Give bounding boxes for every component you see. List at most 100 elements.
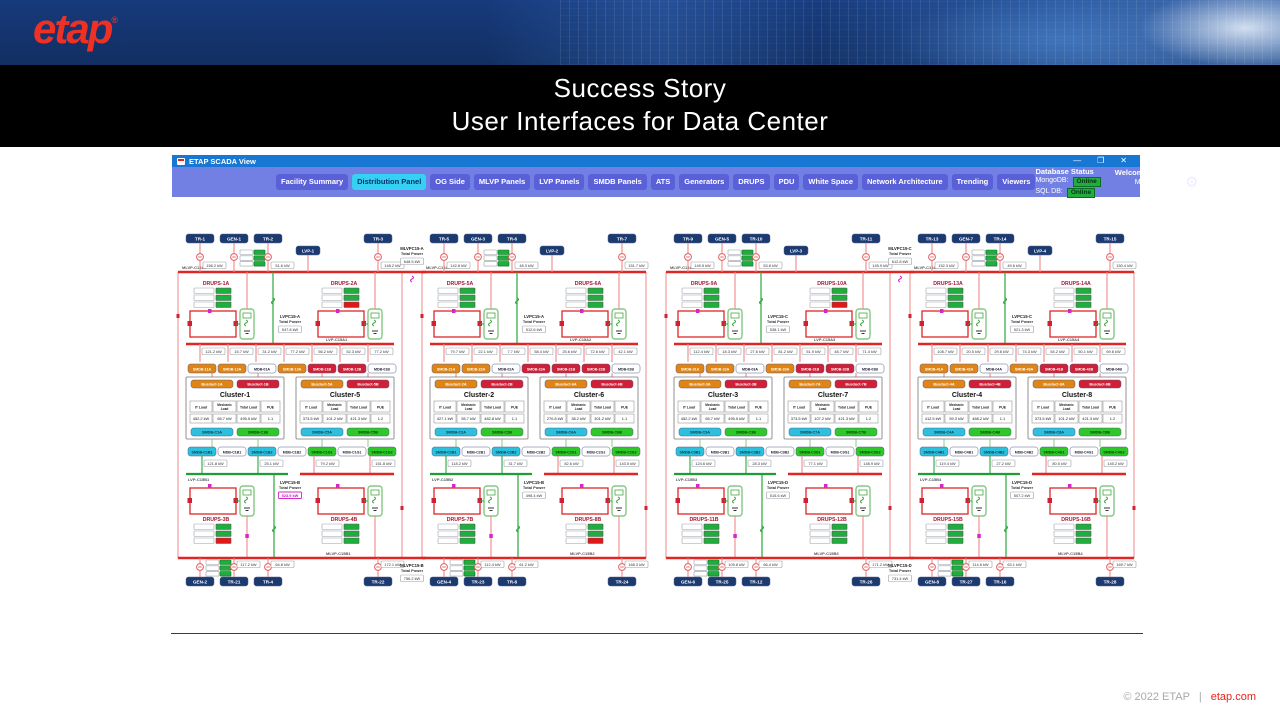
svg-text:114.6 kW: 114.6 kW	[972, 562, 988, 567]
svg-text:DRUPS-7B: DRUPS-7B	[447, 517, 474, 523]
svg-text:Busduct-8A: Busduct-8A	[1043, 383, 1065, 387]
tab-smdb-panels[interactable]: SMDB Panels	[588, 174, 647, 190]
svg-text:101.2 kW: 101.2 kW	[326, 416, 343, 421]
svg-text:Busduct-2A: Busduct-2A	[445, 383, 467, 387]
smdb-badge: MDB-C3B1	[705, 446, 735, 457]
tab-white-space[interactable]: White Space	[803, 174, 858, 190]
minimize-button[interactable]: —	[1073, 156, 1082, 165]
db-label: SQL DB:	[1035, 188, 1063, 196]
svg-text:LVP-1: LVP-1	[302, 249, 315, 254]
svg-text:SMDB-C3B: SMDB-C3B	[736, 431, 756, 435]
tab-mlvp-panels[interactable]: MLVP Panels	[473, 174, 531, 190]
svg-text:SMDB-C2G1: SMDB-C2G1	[555, 451, 576, 455]
tab-trending[interactable]: Trending	[951, 174, 994, 190]
smdb-badge: SMDB-33A	[765, 363, 795, 374]
svg-text:421.3 kW: 421.3 kW	[838, 416, 855, 421]
svg-text:IT Load: IT Load	[549, 406, 561, 410]
maximize-button[interactable]: ❐	[1097, 156, 1105, 165]
tab-ats[interactable]: ATS	[650, 174, 676, 190]
svg-text:GEN-4: GEN-4	[437, 580, 451, 585]
cluster-box: Busduct-3A Busduct-3B Cluster-3 IT Load 452.…	[673, 376, 773, 440]
tab-distribution-panel[interactable]: Distribution Panel	[352, 174, 427, 190]
svg-text:TR-25: TR-25	[716, 580, 729, 585]
footer-copyright: © 2022 ETAP	[1123, 691, 1190, 703]
smdb-badge: MDB-C4G1	[1069, 446, 1099, 457]
drups-block: DRUPS-2A	[315, 281, 383, 340]
smdb-badge: SMDB-11A	[187, 363, 217, 374]
tab-network-architecture[interactable]: Network Architecture	[862, 174, 948, 190]
smdb-badge: MDB-03B	[855, 363, 885, 374]
svg-text:MDB-C4B2: MDB-C4B2	[1015, 451, 1034, 455]
svg-text:GEN-8: GEN-8	[925, 580, 939, 585]
smdb-badge: SMDB-C3B2	[735, 446, 765, 457]
svg-text:25.6 kW: 25.6 kW	[562, 349, 577, 354]
tab-pdu[interactable]: PDU	[773, 174, 800, 190]
welcome-date: May 27, 2022	[1134, 178, 1178, 186]
settings-gear-icon[interactable]: ⚙	[1185, 173, 1199, 191]
svg-text:Busduct-1B: Busduct-1B	[247, 383, 269, 387]
terminal-badge: GEN-1	[219, 233, 249, 244]
tab-generators[interactable]: Generators	[679, 174, 730, 190]
svg-text:Mechanic: Mechanic	[571, 403, 586, 407]
svg-text:SMDB-21B: SMDB-21B	[557, 368, 576, 372]
svg-text:SMDB-22B: SMDB-22B	[587, 368, 606, 372]
svg-text:373.5 kW: 373.5 kW	[303, 416, 320, 421]
svg-text:27.2 kW: 27.2 kW	[996, 461, 1011, 466]
svg-text:Load: Load	[465, 407, 473, 411]
svg-text:PUE: PUE	[511, 406, 519, 410]
svg-text:SMDB-C4G2: SMDB-C4G2	[1103, 451, 1124, 455]
svg-text:PUE: PUE	[621, 406, 629, 410]
svg-text:MDB-C1G1: MDB-C1G1	[343, 451, 362, 455]
tab-viewers[interactable]: Viewers	[997, 174, 1036, 190]
svg-text:Load: Load	[575, 407, 583, 411]
svg-text:Total Power: Total Power	[279, 485, 302, 490]
svg-text:Total Load: Total Load	[594, 406, 611, 410]
svg-text:LVP-C15A1: LVP-C15A1	[326, 337, 348, 342]
svg-text:Load: Load	[331, 407, 339, 411]
diagram-section: MLVP-C15A4 TR-13 152.3 kW GEN-7 TR-14 49.6 kW…	[908, 233, 1137, 587]
cluster-badge-top: Busduct-4B	[968, 379, 1012, 389]
drups-block: DRUPS-3B	[187, 484, 255, 544]
svg-text:Cluster-5: Cluster-5	[330, 392, 360, 399]
svg-text:112.4 kW: 112.4 kW	[693, 349, 709, 354]
svg-text:PUE: PUE	[755, 406, 763, 410]
svg-text:LVP-2: LVP-2	[546, 249, 559, 254]
svg-text:468.2 kW: 468.2 kW	[972, 416, 989, 421]
smdb-badge: SMDB-32A	[705, 363, 735, 374]
svg-text:523.9 kW: 523.9 kW	[282, 493, 299, 498]
footer-site-link[interactable]: etap.com	[1210, 691, 1256, 703]
cluster-badge-bottom: SMDB-C2A	[434, 427, 478, 437]
terminal-badge: GEN-2	[185, 576, 215, 587]
tab-drups[interactable]: DRUPS	[733, 174, 770, 190]
terminal-badge: TR-4	[253, 576, 283, 587]
smdb-badge: MDB-01A	[247, 363, 277, 374]
lvp-badge: LVP-2	[539, 245, 565, 256]
svg-text:MLVP-C15A2: MLVP-C15A2	[426, 265, 451, 270]
svg-text:DRUPS-15B: DRUPS-15B	[933, 517, 963, 523]
svg-text:PUE: PUE	[865, 406, 873, 410]
svg-text:119.4 kW: 119.4 kW	[939, 461, 955, 466]
svg-text:TR-15: TR-15	[1104, 237, 1117, 242]
svg-text:SMDB-C7A: SMDB-C7A	[800, 431, 820, 435]
svg-text:DRUPS-12B: DRUPS-12B	[817, 517, 847, 523]
svg-text:Busduct-5B: Busduct-5B	[357, 383, 379, 387]
svg-text:SMDB-32A: SMDB-32A	[711, 368, 730, 372]
tab-og-side[interactable]: OG Side	[430, 174, 470, 190]
svg-text:TR-7: TR-7	[617, 237, 628, 242]
footer: © 2022 ETAP | etap.com	[1123, 691, 1256, 703]
smdb-badge: SMDB-12A	[217, 363, 247, 374]
svg-text:DRUPS-9A: DRUPS-9A	[691, 281, 718, 287]
svg-text:148.2 kW: 148.2 kW	[384, 263, 401, 268]
terminal-badge: TR-25	[707, 576, 737, 587]
svg-text:79.2 kW: 79.2 kW	[320, 461, 335, 466]
cluster-box: Busduct-4A Busduct-4B Cluster-4 IT Load 412.…	[917, 376, 1017, 440]
close-button[interactable]: ✕	[1120, 156, 1127, 165]
drups-block: DRUPS-13A	[919, 281, 987, 340]
tab-lvp-panels[interactable]: LVP Panels	[534, 174, 585, 190]
smdb-badge: SMDB-41B	[1039, 363, 1069, 374]
tab-facility-summary[interactable]: Facility Summary	[276, 174, 349, 190]
svg-text:77.1 kW: 77.1 kW	[808, 461, 823, 466]
terminal-badge: GEN-3	[463, 233, 493, 244]
cluster-badge-top: Busduct-2B	[480, 379, 524, 389]
